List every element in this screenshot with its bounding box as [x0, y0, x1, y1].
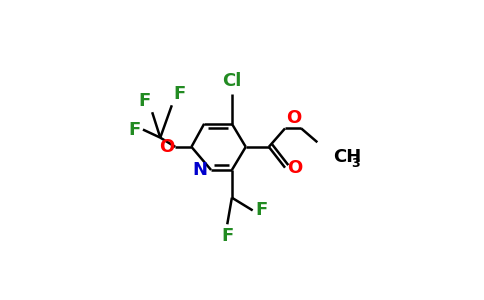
- Text: O: O: [159, 138, 174, 156]
- Text: F: F: [138, 92, 151, 110]
- Text: O: O: [287, 159, 302, 177]
- Text: F: F: [255, 201, 267, 219]
- Text: F: F: [174, 85, 186, 103]
- Text: F: F: [128, 121, 141, 139]
- Text: O: O: [286, 109, 302, 127]
- Text: 3: 3: [351, 157, 360, 169]
- Text: N: N: [193, 161, 208, 179]
- Text: CH: CH: [333, 148, 362, 166]
- Text: F: F: [221, 226, 233, 244]
- Text: Cl: Cl: [222, 72, 242, 90]
